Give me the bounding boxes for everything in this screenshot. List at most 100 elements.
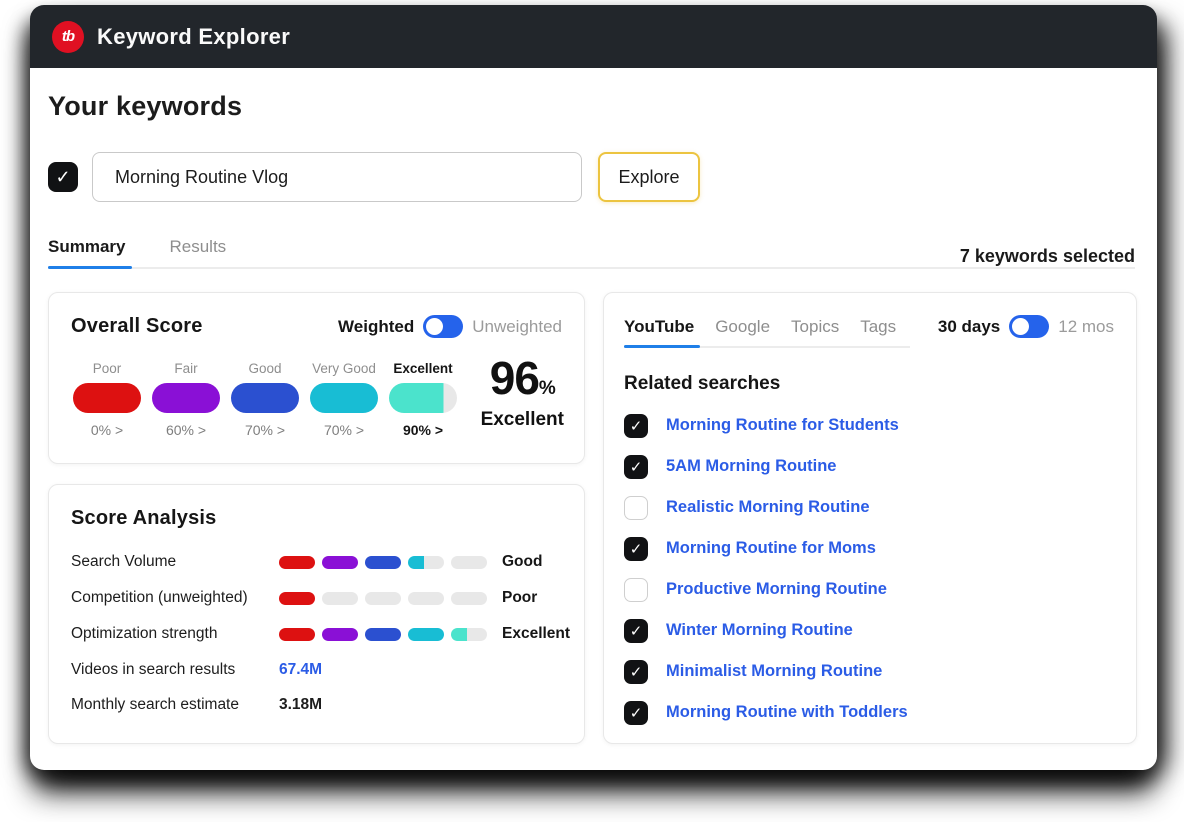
score-scale: Poor 0% > Fair 60% > Good 70% > Very Goo… (73, 361, 457, 438)
scale-pill-fair (152, 383, 220, 413)
item-label[interactable]: Realistic Morning Routine (666, 498, 870, 516)
item-label[interactable]: 5AM Morning Routine (666, 457, 837, 475)
summary-tabs: Summary Results 7 keywords selected (48, 237, 1135, 267)
analysis-rating: Poor (502, 589, 538, 606)
tab-tags[interactable]: Tags (860, 316, 897, 336)
pill (279, 555, 315, 569)
pill (365, 555, 401, 569)
tabs-divider (48, 266, 1135, 269)
related-tabs: YouTube Google Topics Tags 30 days 12 mo… (604, 293, 1136, 338)
analysis-row-videos: Videos in search results 67.4M (71, 661, 564, 679)
analysis-label: Videos in search results (71, 661, 236, 678)
analysis-row-search-volume: Search Volume Good (71, 553, 564, 571)
pill (408, 555, 444, 569)
pill (279, 627, 315, 641)
weighted-toggle-group: Weighted Unweighted (338, 315, 562, 338)
weighted-toggle[interactable] (423, 315, 464, 338)
item-label[interactable]: Winter Morning Routine (666, 621, 853, 639)
scale-item-good: Good 70% > (231, 361, 299, 438)
item-checkbox[interactable]: ✓ (624, 454, 648, 479)
tab-results[interactable]: Results (169, 237, 227, 256)
analysis-row-competition: Competition (unweighted) Poor (71, 589, 564, 607)
item-checkbox[interactable]: ✓ (624, 495, 648, 520)
period-toggle-group: 30 days 12 mos (938, 315, 1114, 338)
period-toggle[interactable] (1009, 315, 1050, 338)
item-label[interactable]: Minimalist Morning Routine (666, 662, 883, 680)
keyword-explorer-window: tb Keyword Explorer Your keywords ✓ Expl… (30, 5, 1157, 770)
analysis-pills (279, 591, 487, 605)
item-label[interactable]: Productive Morning Routine (666, 580, 887, 598)
tab-summary[interactable]: Summary (48, 237, 126, 256)
score-value: 96% (489, 352, 556, 404)
analysis-pills (279, 627, 487, 641)
scale-threshold[interactable]: 0% > (90, 422, 124, 438)
pill (322, 591, 358, 605)
tab-google[interactable]: Google (715, 316, 771, 336)
pill (365, 591, 401, 605)
item-label[interactable]: Morning Routine with Toddlers (666, 703, 908, 721)
keyword-input[interactable] (92, 152, 582, 202)
scale-pill-excellent (389, 383, 457, 413)
item-label[interactable]: Morning Routine for Moms (666, 539, 876, 557)
pill (451, 591, 487, 605)
scale-threshold[interactable]: 70% > (323, 422, 365, 438)
videos-in-search-results-value[interactable]: 67.4M (279, 661, 323, 678)
analysis-label: Monthly search estimate (71, 696, 239, 713)
analysis-row-optimization: Optimization strength Excellent (71, 625, 570, 643)
period-30days-label: 30 days (937, 316, 1001, 336)
pill (408, 627, 444, 641)
list-item[interactable]: ✓ Realistic Morning Routine (624, 487, 1116, 528)
related-tabs-divider (624, 345, 910, 348)
list-item[interactable]: ✓ Morning Routine for Students (624, 405, 1116, 446)
explore-button[interactable]: Explore (598, 152, 700, 202)
scale-label: Poor (92, 361, 122, 376)
period-12mos-label: 12 mos (1058, 316, 1114, 336)
toggle-knob (426, 318, 444, 335)
tubebuddy-logo-icon: tb (52, 20, 84, 53)
list-item[interactable]: ✓ Productive Morning Routine (624, 569, 1116, 610)
pill (322, 627, 358, 641)
item-checkbox[interactable]: ✓ (624, 659, 648, 684)
list-item[interactable]: ✓ Minimalist Morning Routine (624, 651, 1116, 692)
scale-threshold[interactable]: 60% > (165, 422, 207, 438)
item-checkbox[interactable]: ✓ (624, 413, 648, 438)
list-item[interactable]: ✓ Winter Morning Routine (624, 610, 1116, 651)
score-analysis-title: Score Analysis (71, 507, 217, 529)
tab-topics[interactable]: Topics (791, 316, 840, 336)
item-checkbox[interactable]: ✓ (624, 700, 648, 725)
overall-score-card: Overall Score Weighted Unweighted Poor 0… (48, 292, 585, 464)
tab-youtube[interactable]: YouTube (624, 316, 695, 336)
scale-threshold[interactable]: 70% > (244, 422, 286, 438)
item-checkbox[interactable]: ✓ (624, 577, 648, 602)
scale-label: Very Good (312, 361, 376, 376)
weighted-label: Weighted (338, 316, 415, 336)
item-checkbox[interactable]: ✓ (624, 536, 648, 561)
scale-item-very-good: Very Good 70% > (310, 361, 378, 438)
scale-label: Fair (174, 361, 198, 376)
keywords-selected-count: 7 keywords selected (959, 246, 1135, 266)
active-tab-indicator (624, 345, 700, 348)
score-analysis-card: Score Analysis Search Volume Good Compet… (48, 484, 585, 744)
list-item[interactable]: ✓ Morning Routine for Moms (624, 528, 1116, 569)
item-label[interactable]: Morning Routine for Students (666, 416, 899, 434)
related-searches-heading: Related searches (624, 373, 781, 394)
scale-item-poor: Poor 0% > (73, 361, 141, 438)
pill (365, 627, 401, 641)
app-header: tb Keyword Explorer (30, 5, 1157, 68)
scale-pill-poor (73, 383, 141, 413)
analysis-pills (279, 555, 487, 569)
overall-score-value-block: 96% Excellent (481, 355, 564, 431)
keyword-checkbox[interactable]: ✓ (48, 162, 78, 192)
list-item[interactable]: ✓ 5AM Morning Routine (624, 446, 1116, 487)
pill (451, 555, 487, 569)
scale-threshold[interactable]: 90% > (402, 422, 444, 438)
analysis-rating: Excellent (502, 625, 571, 642)
related-searches-list: ✓ Morning Routine for Students ✓ 5AM Mor… (624, 405, 1116, 733)
list-item[interactable]: ✓ Morning Routine with Toddlers (624, 692, 1116, 733)
item-checkbox[interactable]: ✓ (624, 618, 648, 643)
analysis-label: Search Volume (71, 553, 177, 570)
overall-score-title: Overall Score (71, 315, 203, 337)
scale-item-excellent: Excellent 90% > (389, 361, 457, 438)
analysis-label: Optimization strength (71, 625, 218, 642)
